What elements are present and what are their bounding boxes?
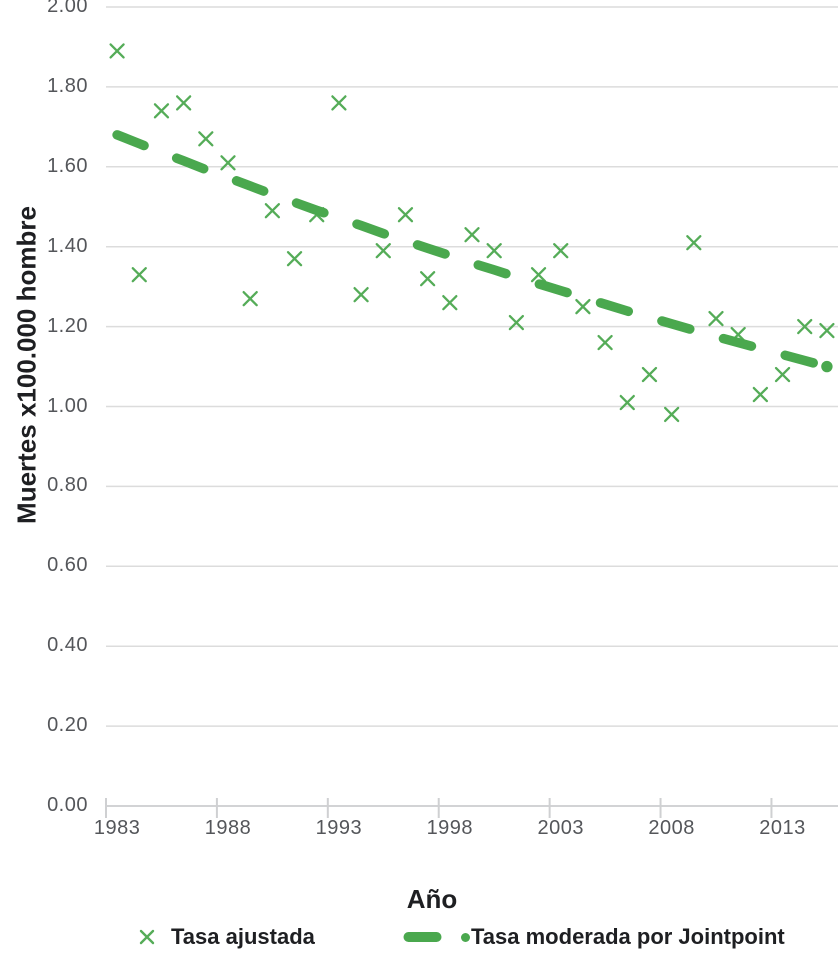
scatter-point xyxy=(619,394,635,411)
scatter-point xyxy=(220,155,236,171)
x-axis-title: Año xyxy=(406,884,458,914)
plot-area xyxy=(105,6,838,818)
scatter-point xyxy=(508,314,525,331)
x-tick-label: 2013 xyxy=(759,817,806,839)
y-tick-label: 0.80 xyxy=(47,474,88,497)
legend-item-tasa-ajustada: Tasa ajustada xyxy=(137,920,315,954)
scatter-point xyxy=(264,203,281,219)
y-tick-label: 1.20 xyxy=(47,314,88,337)
y-tick-label: 1.40 xyxy=(47,234,88,257)
x-tick-label: 2008 xyxy=(648,817,695,839)
scatter-point xyxy=(774,366,791,383)
scatter-point xyxy=(331,95,347,111)
y-tick-label: 0.00 xyxy=(47,794,88,817)
legend: Tasa ajustada Tasa moderada por Jointpoi… xyxy=(0,920,838,954)
scatter-point xyxy=(175,95,192,111)
scatter-point xyxy=(375,243,391,259)
scatter-point xyxy=(464,227,480,243)
y-tick-label: 0.40 xyxy=(47,634,88,657)
scatter-point xyxy=(109,43,125,59)
legend-item-tasa-moderada: Tasa moderada por Jointpoint xyxy=(403,920,785,954)
x-tick-label: 1993 xyxy=(315,817,363,839)
scatter-point xyxy=(752,386,769,403)
y-tick-label: 1.00 xyxy=(47,394,88,417)
scatter-point xyxy=(819,322,835,339)
scatter-point xyxy=(242,290,258,307)
scatter-point xyxy=(153,103,170,119)
y-axis-title: Muertes x100.000 hombre xyxy=(11,206,42,524)
scatter-point xyxy=(575,298,591,315)
scatter-point xyxy=(131,267,147,283)
y-tick-label: 0.20 xyxy=(47,714,88,737)
x-marker-icon xyxy=(139,929,155,945)
y-tick-label: 2.00 xyxy=(47,0,88,18)
x-tick-label: 1998 xyxy=(426,817,474,839)
dot-marker-icon xyxy=(461,932,470,942)
y-tick-label: 0.60 xyxy=(47,554,88,577)
scatter-point xyxy=(486,243,502,259)
scatter-point xyxy=(419,271,436,287)
trend-end-dot xyxy=(821,360,833,373)
scatter-point xyxy=(442,294,458,311)
x-tick-label: 2003 xyxy=(537,817,584,839)
y-tick-label: 1.60 xyxy=(47,154,88,177)
scatter-point xyxy=(198,131,214,147)
scatter-point xyxy=(641,366,658,383)
dash-marker-icon xyxy=(403,932,442,942)
scatter-point xyxy=(353,286,369,303)
scatter-point xyxy=(597,334,613,351)
legend-label-tasa-ajustada: Tasa ajustada xyxy=(171,924,315,949)
scatter-point xyxy=(663,406,680,423)
x-tick-label: 1983 xyxy=(93,817,141,839)
trend-line xyxy=(112,130,832,372)
scatter-point xyxy=(553,243,569,259)
scatter-point xyxy=(686,235,702,251)
scatter-point xyxy=(530,267,547,283)
scatter-point xyxy=(708,310,724,327)
x-tick-label: 1988 xyxy=(204,817,252,839)
legend-label-tasa-moderada: Tasa moderada por Jointpoint xyxy=(471,924,785,949)
y-tick-label: 1.80 xyxy=(47,74,88,97)
scatter-point xyxy=(397,207,414,223)
scatter-point xyxy=(286,251,303,267)
scatter-point xyxy=(797,318,813,335)
